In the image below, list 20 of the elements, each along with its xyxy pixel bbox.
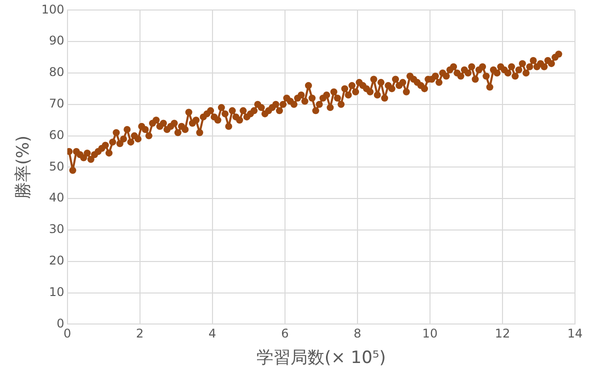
y-tick-label: 70 bbox=[49, 96, 64, 111]
x-tick-label: 6 bbox=[281, 326, 289, 341]
x-axis-title: 学習局数(× 10⁵) bbox=[256, 348, 386, 368]
y-tick-label: 10 bbox=[49, 284, 64, 299]
y-tick-label: 50 bbox=[49, 159, 64, 174]
x-tick-label: 2 bbox=[136, 326, 144, 341]
y-tick-label: 20 bbox=[49, 254, 64, 268]
y-tick-label: 100 bbox=[41, 2, 64, 16]
x-tick-label: 14 bbox=[567, 326, 583, 341]
y-tick-label: 40 bbox=[49, 190, 64, 205]
x-tick-label: 8 bbox=[354, 326, 362, 341]
y-tick-label: 90 bbox=[49, 34, 64, 48]
y-tick-label: 80 bbox=[49, 65, 64, 80]
x-tick-label: 4 bbox=[208, 326, 216, 341]
x-tick-label: 10 bbox=[422, 326, 438, 341]
y-tick-label: 60 bbox=[49, 128, 64, 142]
x-tick-label: 12 bbox=[494, 326, 510, 341]
y-tick-label: 0 bbox=[56, 316, 64, 330]
y-tick-label: 30 bbox=[49, 222, 64, 236]
y-axis-title: 勝率(%) bbox=[14, 135, 34, 199]
